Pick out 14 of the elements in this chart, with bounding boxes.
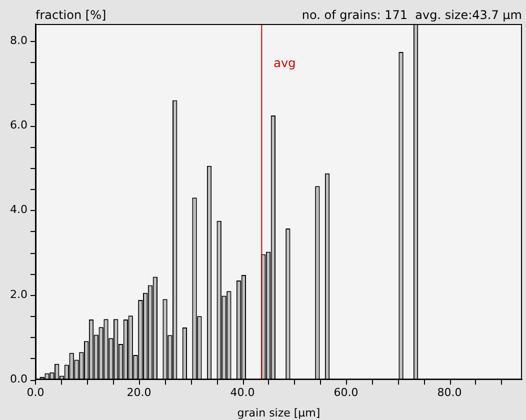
x-tick-label: 40.0 [230, 386, 255, 400]
x-tick-label: 0.0 [26, 386, 44, 400]
y-tick-label: 8.0 [10, 34, 28, 47]
y-tick-label: 0.0 [10, 372, 28, 386]
y-tick-label: 6.0 [10, 118, 28, 132]
ref-line-label: avg [274, 56, 296, 70]
x-tick-label: 80.0 [437, 386, 462, 400]
y-tick-label: 2.0 [10, 288, 28, 301]
text: no. of grains: 171 avg. size:43.7 µm [302, 8, 522, 22]
y-axis-title: fraction [%] [35, 8, 106, 22]
x-tick-label: 60.0 [334, 386, 358, 400]
y-tick-label: 4.0 [10, 203, 28, 216]
x-axis-title: grain size [µm] [237, 406, 320, 420]
x-tick-label: 20.0 [126, 386, 152, 400]
